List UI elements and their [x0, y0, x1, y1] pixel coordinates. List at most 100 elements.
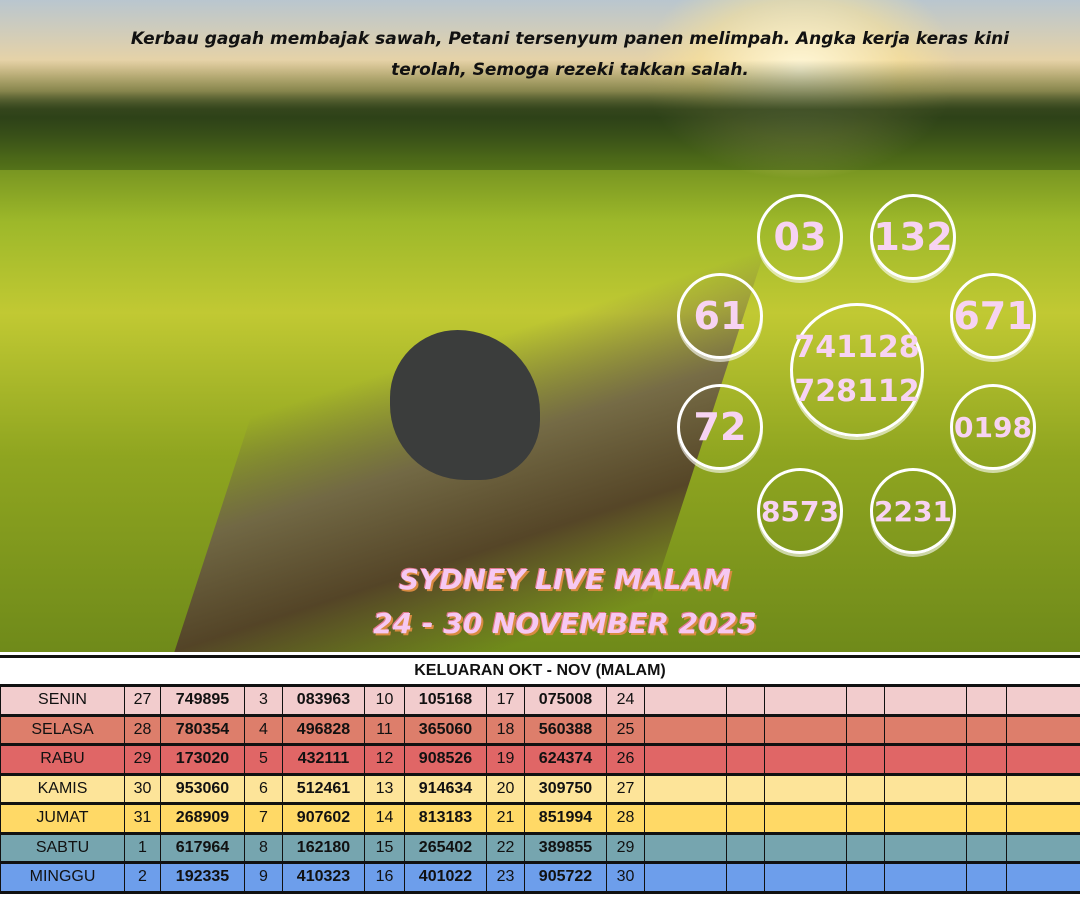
date-cell: 23 [486, 861, 525, 894]
empty-cell [764, 802, 847, 835]
empty-cell [966, 684, 1007, 717]
result-cell: 083963 [282, 684, 365, 717]
empty-cell [726, 831, 765, 864]
empty-cell [726, 713, 765, 746]
empty-cell [966, 861, 1007, 894]
empty-cell [764, 713, 847, 746]
empty-cell [884, 684, 967, 717]
result-cell: 410323 [282, 861, 365, 894]
empty-cell [846, 831, 885, 864]
date-cell: 16 [364, 861, 405, 894]
result-cell: 265402 [404, 831, 487, 864]
date-cell: 9 [244, 861, 283, 894]
number-text: 72 [693, 405, 747, 449]
table-row: SENIN 27 749895 3 083963 10 105168 17 075008 24 [0, 684, 1080, 717]
result-cell: 173020 [160, 743, 245, 776]
number-text: 741128 [794, 330, 920, 365]
date-cell: 10 [364, 684, 405, 717]
table-header: KELUARAN OKT - NOV (MALAM) [0, 655, 1080, 684]
date-cell: 15 [364, 831, 405, 864]
day-cell: JUMAT [0, 802, 125, 835]
empty-cell [726, 772, 765, 805]
result-cell: 192335 [160, 861, 245, 894]
result-cell: 268909 [160, 802, 245, 835]
empty-cell [846, 802, 885, 835]
empty-cell [884, 743, 967, 776]
result-cell: 624374 [524, 743, 607, 776]
poem-caption: Kerbau gagah membajak sawah, Petani ters… [130, 29, 1010, 80]
empty-cell [644, 802, 727, 835]
number-text: 132 [873, 215, 953, 259]
empty-cell [1006, 802, 1080, 835]
table-row: KAMIS 30 953060 6 512461 13 914634 20 309750 27 [0, 772, 1080, 805]
date-cell: 13 [364, 772, 405, 805]
result-cell: 389855 [524, 831, 607, 864]
number-text: 0198 [954, 410, 1032, 444]
date-cell: 28 [124, 713, 161, 746]
day-cell: RABU [0, 743, 125, 776]
empty-cell [726, 684, 765, 717]
empty-cell [1006, 831, 1080, 864]
empty-cell [644, 743, 727, 776]
result-cell: 907602 [282, 802, 365, 835]
palm-treeline [0, 60, 1080, 170]
day-cell: SENIN [0, 684, 125, 717]
number-text: 728112 [794, 374, 920, 409]
empty-cell [1006, 861, 1080, 894]
result-cell: 905722 [524, 861, 607, 894]
empty-cell [726, 861, 765, 894]
number-text: 03 [773, 215, 827, 259]
result-cell: 749895 [160, 684, 245, 717]
empty-cell [764, 861, 847, 894]
empty-cell [846, 772, 885, 805]
empty-cell [884, 861, 967, 894]
date-cell: 25 [606, 713, 645, 746]
table-row: MINGGU 2 192335 9 410323 16 401022 23 905722 30 [0, 861, 1080, 894]
result-cell: 953060 [160, 772, 245, 805]
date-cell: 18 [486, 713, 525, 746]
empty-cell [764, 684, 847, 717]
buffalo-figure [390, 330, 540, 480]
title-market: SYDNEY LIVE MALAM [399, 563, 731, 596]
date-cell: 19 [486, 743, 525, 776]
number-ball: 671 [950, 273, 1036, 359]
empty-cell [884, 772, 967, 805]
empty-cell [966, 831, 1007, 864]
poster-title: SYDNEY LIVE MALAM 24 - 30 NOVEMBER 2025 [330, 558, 800, 646]
result-cell: 914634 [404, 772, 487, 805]
empty-cell [644, 713, 727, 746]
empty-cell [1006, 684, 1080, 717]
date-cell: 1 [124, 831, 161, 864]
number-ball: 8573 [757, 468, 843, 554]
number-ball: 2231 [870, 468, 956, 554]
empty-cell [764, 743, 847, 776]
number-text: 8573 [761, 494, 839, 528]
number-ball: 61 [677, 273, 763, 359]
empty-cell [764, 772, 847, 805]
empty-cell [846, 743, 885, 776]
date-cell: 5 [244, 743, 283, 776]
date-cell: 27 [606, 772, 645, 805]
empty-cell [884, 713, 967, 746]
date-cell: 4 [244, 713, 283, 746]
day-cell: SELASA [0, 713, 125, 746]
empty-cell [1006, 772, 1080, 805]
result-cell: 496828 [282, 713, 365, 746]
result-cell: 075008 [524, 684, 607, 717]
date-cell: 11 [364, 713, 405, 746]
date-cell: 26 [606, 743, 645, 776]
result-cell: 432111 [282, 743, 365, 776]
number-text: 61 [693, 294, 747, 338]
empty-cell [846, 713, 885, 746]
day-cell: KAMIS [0, 772, 125, 805]
center-number-ball: 741128 728112 [790, 303, 924, 437]
empty-cell [644, 861, 727, 894]
date-cell: 22 [486, 831, 525, 864]
table-row: SABTU 1 617964 8 162180 15 265402 22 389855 29 [0, 831, 1080, 864]
result-cell: 309750 [524, 772, 607, 805]
results-table: KELUARAN OKT - NOV (MALAM) SENIN 27 749895… [0, 655, 1080, 900]
result-cell: 560388 [524, 713, 607, 746]
number-ball: 72 [677, 384, 763, 470]
date-cell: 7 [244, 802, 283, 835]
date-cell: 8 [244, 831, 283, 864]
